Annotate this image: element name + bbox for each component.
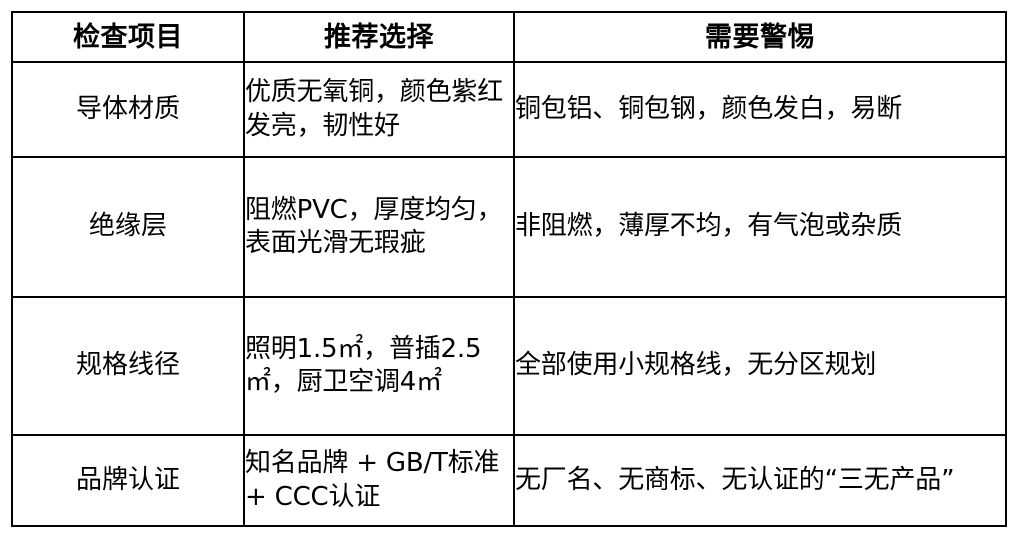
cell-recommended-conductor-material: 优质无氧铜，颜色紫红发亮，韧性好 [243, 61, 515, 158]
cell-item-brand-certification: 品牌认证 [11, 434, 245, 527]
cell-recommended-wire-gauge: 照明1.5㎡，普插2.5㎡，厨卫空调4㎡ [243, 296, 515, 436]
table-body: 导体材质 优质无氧铜，颜色紫红发亮，韧性好 铜包铝、铜包钢，颜色发白，易断 绝缘… [11, 61, 1007, 527]
column-header-item: 检查项目 [11, 11, 245, 63]
cell-warning-brand-certification: 无厂名、无商标、无认证的“三无产品” [513, 434, 1007, 527]
column-header-warning: 需要警惕 [513, 11, 1007, 63]
table-row: 品牌认证 知名品牌 + GB/T标准 + CCC认证 无厂名、无商标、无认证的“… [11, 434, 1007, 527]
cell-item-conductor-material: 导体材质 [11, 61, 245, 158]
cell-item-insulation-layer: 绝缘层 [11, 156, 245, 298]
table-row: 绝缘层 阻燃PVC，厚度均匀，表面光滑无瑕疵 非阻燃，薄厚不均，有气泡或杂质 [11, 156, 1007, 298]
cell-recommended-insulation-layer: 阻燃PVC，厚度均匀，表面光滑无瑕疵 [243, 156, 515, 298]
cell-warning-insulation-layer: 非阻燃，薄厚不均，有气泡或杂质 [513, 156, 1007, 298]
table-header-row: 检查项目 推荐选择 需要警惕 [11, 11, 1007, 63]
cell-warning-wire-gauge: 全部使用小规格线，无分区规划 [513, 296, 1007, 436]
table-header: 检查项目 推荐选择 需要警惕 [11, 11, 1007, 63]
table-row: 规格线径 照明1.5㎡，普插2.5㎡，厨卫空调4㎡ 全部使用小规格线，无分区规划 [11, 296, 1007, 436]
cell-recommended-brand-certification: 知名品牌 + GB/T标准 + CCC认证 [243, 434, 515, 527]
cell-item-wire-gauge: 规格线径 [11, 296, 245, 436]
table-row: 导体材质 优质无氧铜，颜色紫红发亮，韧性好 铜包铝、铜包钢，颜色发白，易断 [11, 61, 1007, 158]
cell-warning-conductor-material: 铜包铝、铜包钢，颜色发白，易断 [513, 61, 1007, 158]
column-header-recommended: 推荐选择 [243, 11, 515, 63]
inspection-table: 检查项目 推荐选择 需要警惕 导体材质 优质无氧铜，颜色紫红发亮，韧性好 铜包铝… [11, 11, 1007, 527]
